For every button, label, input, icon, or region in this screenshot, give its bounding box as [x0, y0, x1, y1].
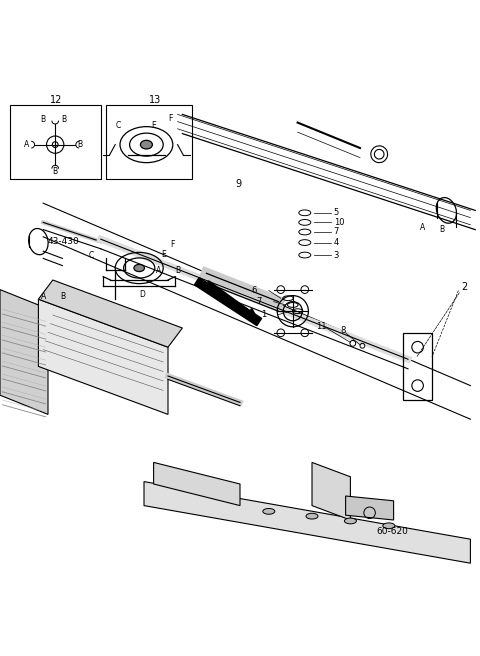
Text: B: B — [53, 167, 58, 176]
Text: E: E — [161, 250, 166, 259]
Text: B: B — [175, 266, 180, 275]
Text: 7: 7 — [256, 297, 262, 306]
Text: 1: 1 — [261, 310, 266, 319]
Polygon shape — [38, 280, 182, 347]
Ellipse shape — [344, 518, 356, 524]
Ellipse shape — [140, 140, 153, 149]
Text: 43-430: 43-430 — [48, 237, 80, 246]
Polygon shape — [154, 462, 240, 506]
Text: 5: 5 — [334, 209, 339, 217]
Ellipse shape — [383, 523, 395, 529]
Bar — [403, 333, 432, 400]
Text: F: F — [170, 241, 175, 249]
Bar — [10, 105, 101, 179]
Text: A: A — [24, 140, 29, 149]
Polygon shape — [194, 277, 262, 325]
Text: A: A — [420, 222, 425, 232]
Text: 2: 2 — [461, 282, 467, 292]
Ellipse shape — [134, 264, 144, 272]
Ellipse shape — [263, 508, 275, 514]
Polygon shape — [38, 299, 168, 415]
Polygon shape — [0, 289, 48, 415]
Text: B: B — [439, 225, 444, 234]
Text: 4: 4 — [334, 238, 339, 247]
Bar — [106, 105, 192, 179]
Text: B: B — [77, 140, 82, 149]
Text: A: A — [41, 293, 46, 301]
Text: E: E — [151, 121, 156, 130]
Text: 7: 7 — [334, 228, 339, 237]
Text: 11: 11 — [316, 322, 326, 331]
Text: B: B — [41, 115, 46, 124]
Text: 3: 3 — [334, 251, 339, 260]
Text: C: C — [115, 121, 120, 130]
Text: B: B — [61, 115, 66, 124]
Text: A: A — [156, 266, 161, 275]
Text: 60-620: 60-620 — [377, 527, 408, 537]
Text: 13: 13 — [149, 95, 161, 105]
Ellipse shape — [306, 513, 318, 519]
Text: 12: 12 — [50, 95, 63, 105]
Text: F: F — [168, 113, 172, 123]
Text: 6: 6 — [252, 286, 257, 295]
Polygon shape — [144, 482, 470, 564]
Text: C: C — [89, 251, 94, 260]
Text: D: D — [139, 290, 145, 299]
Text: 10: 10 — [334, 218, 344, 227]
Text: B: B — [60, 293, 65, 301]
Text: 9: 9 — [235, 179, 241, 189]
Polygon shape — [346, 496, 394, 520]
Text: 8: 8 — [341, 326, 346, 335]
Polygon shape — [312, 462, 350, 520]
